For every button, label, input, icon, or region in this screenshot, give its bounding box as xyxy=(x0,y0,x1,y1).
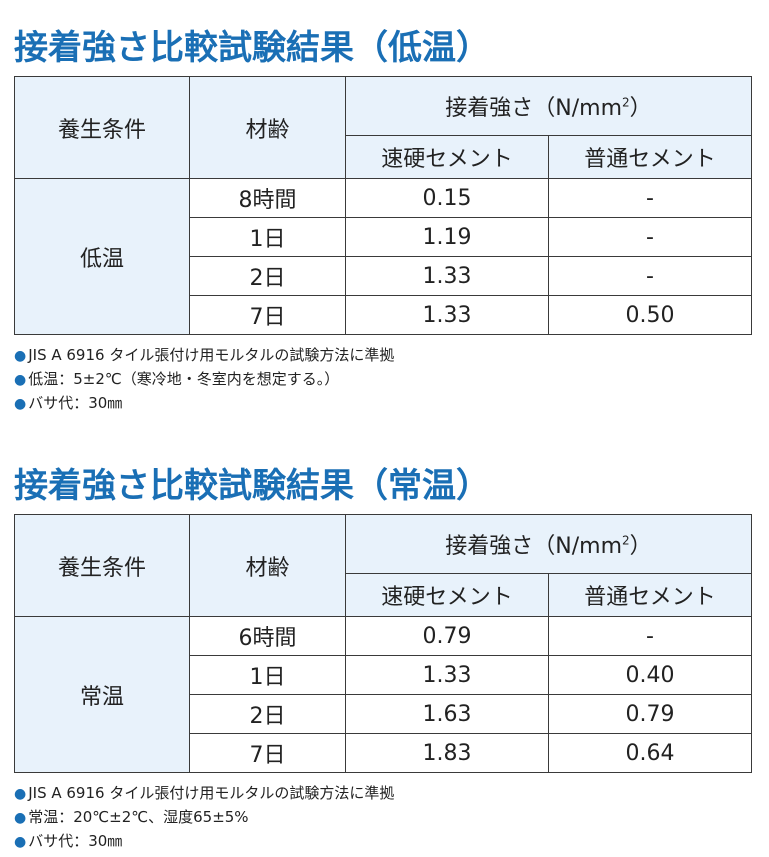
header-ordinary-cement: 普通セメント xyxy=(548,573,752,617)
note-item: ● JIS A 6916 タイル張付け用モルタルの試験方法に準拠 xyxy=(14,784,395,802)
age-cell: 2日 xyxy=(189,694,346,734)
section-title: 接着強さ比較試験結果（低温） xyxy=(14,28,490,68)
table-row: 7日 1.33 0.50 xyxy=(15,295,752,335)
rapid-value: 1.63 xyxy=(345,694,549,734)
ordinary-value: - xyxy=(548,256,752,296)
table-row: 1日 1.33 0.40 xyxy=(15,655,752,695)
table-row: 2日 1.63 0.79 xyxy=(15,694,752,734)
header-ordinary-cement: 普通セメント xyxy=(548,135,752,179)
table-row: 低温 8時間 0.15 - xyxy=(14,178,752,335)
rapid-value: 1.19 xyxy=(345,217,549,257)
age-cell: 1日 xyxy=(189,217,346,257)
notes-list: ● JIS A 6916 タイル張付け用モルタルの試験方法に準拠 ● 低温：5±2℃… xyxy=(14,344,394,416)
condition-value: 常温 xyxy=(14,616,190,773)
bullet-icon: ● xyxy=(14,810,27,826)
table-row: 7日 1.83 0.64 xyxy=(15,733,752,773)
ordinary-value: 0.50 xyxy=(548,295,752,335)
results-table: 養生条件 材齢 接着強さ（N/mm2） 速硬セメント 普通セメント 常温 6時間… xyxy=(14,514,752,773)
rapid-value: 1.33 xyxy=(345,295,549,335)
header-age: 材齢 xyxy=(189,514,346,617)
ordinary-value: 0.79 xyxy=(548,694,752,734)
note-item: ● バサ代：30㎜ xyxy=(14,394,123,412)
rapid-value: 1.83 xyxy=(345,733,549,773)
table-row: 2日 1.33 - xyxy=(15,256,752,296)
ordinary-value: - xyxy=(548,178,752,218)
section-title: 接着強さ比較試験結果（常温） xyxy=(14,466,490,506)
bullet-icon: ● xyxy=(14,372,27,388)
note-item: ● バサ代：30㎜ xyxy=(14,832,123,850)
header-age: 材齢 xyxy=(189,76,346,179)
results-table: 養生条件 材齢 接着強さ（N/mm2） 速硬セメント 普通セメント 低温 8時間… xyxy=(14,76,752,335)
bullet-icon: ● xyxy=(14,834,27,850)
note-item: ● 常温：20℃±2℃、湿度65±5% xyxy=(14,808,249,826)
rapid-value: 0.79 xyxy=(345,616,549,656)
age-cell: 7日 xyxy=(189,295,346,335)
rapid-value: 1.33 xyxy=(345,655,549,695)
ordinary-value: 0.64 xyxy=(548,733,752,773)
header-rapid-cement: 速硬セメント xyxy=(345,573,549,617)
age-cell: 7日 xyxy=(189,733,346,773)
ordinary-value: - xyxy=(548,217,752,257)
header-strength: 接着強さ（N/mm2） xyxy=(345,76,752,136)
ordinary-value: 0.40 xyxy=(548,655,752,695)
bullet-icon: ● xyxy=(14,348,27,364)
age-cell: 1日 xyxy=(189,655,346,695)
age-cell: 8時間 xyxy=(189,178,346,218)
header-rapid-cement: 速硬セメント xyxy=(345,135,549,179)
rapid-value: 1.33 xyxy=(345,256,549,296)
header-condition: 養生条件 xyxy=(14,76,190,179)
age-cell: 2日 xyxy=(189,256,346,296)
note-item: ● 低温：5±2℃（寒冷地・冬室内を想定する。） xyxy=(14,370,340,388)
note-item: ● JIS A 6916 タイル張付け用モルタルの試験方法に準拠 xyxy=(14,346,395,364)
bullet-icon: ● xyxy=(14,396,27,412)
bullet-icon: ● xyxy=(14,786,27,802)
table-row: 常温 6時間 0.79 - xyxy=(14,616,752,773)
ordinary-value: - xyxy=(548,616,752,656)
rapid-value: 0.15 xyxy=(345,178,549,218)
header-condition: 養生条件 xyxy=(14,514,190,617)
table-row: 1日 1.19 - xyxy=(15,217,752,257)
notes-list: ● JIS A 6916 タイル張付け用モルタルの試験方法に準拠 ● 常温：20℃±… xyxy=(14,782,394,854)
header-strength: 接着強さ（N/mm2） xyxy=(345,514,752,574)
age-cell: 6時間 xyxy=(189,616,346,656)
condition-value: 低温 xyxy=(14,178,190,335)
